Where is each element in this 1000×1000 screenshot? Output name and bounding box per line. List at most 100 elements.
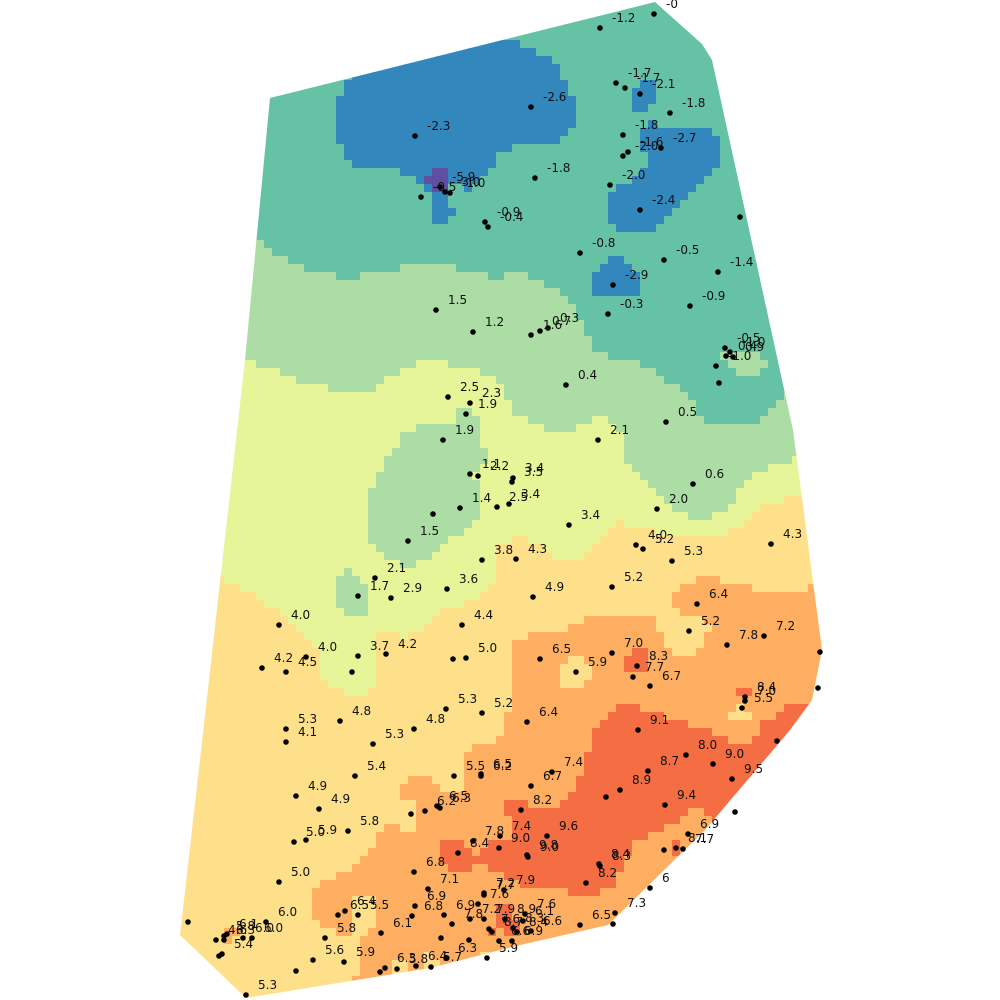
contour-band-cell [336, 112, 577, 121]
data-point [412, 133, 418, 139]
contour-band-cell [512, 536, 529, 545]
contour-band-cell [576, 424, 617, 433]
contour-band-cell [648, 160, 721, 169]
data-point [383, 651, 389, 657]
contour-band-cell [904, 416, 1000, 425]
contour-band-cell [664, 632, 705, 641]
contour-band-cell [180, 784, 401, 793]
contour-band-cell [336, 104, 577, 113]
contour-band-cell [656, 80, 822, 89]
data-point [455, 850, 461, 856]
data-point-label: 6.4 [428, 949, 447, 963]
contour-band-cell [344, 152, 497, 161]
contour-band-cell [664, 216, 822, 225]
contour-band-cell [180, 264, 305, 273]
data-point-label: 0.9 [745, 340, 764, 354]
contour-band-cell [512, 648, 633, 657]
contour-band-cell [648, 832, 721, 841]
contour-band-cell [752, 512, 822, 521]
contour-band-cell [584, 552, 822, 561]
data-point [566, 522, 572, 528]
contour-band-cell [576, 776, 822, 785]
contour-band-cell [920, 232, 1000, 241]
contour-band-cell [336, 128, 569, 137]
data-point [489, 929, 495, 935]
data-point-label: 8.4 [611, 847, 630, 861]
contour-band-cell [552, 56, 822, 65]
contour-band-cell [680, 384, 793, 393]
data-point-label: 6.0 [278, 905, 297, 919]
data-point-label: 6.5 [552, 642, 571, 656]
contour-band-cell [760, 352, 822, 361]
data-point [549, 769, 555, 775]
contour-band-cell [180, 72, 353, 81]
contour-band-cell [704, 808, 822, 817]
contour-band-cell [352, 984, 822, 993]
data-point [544, 833, 550, 839]
contour-band-cell [180, 152, 201, 161]
contour-band-cell [180, 512, 369, 521]
contour-band-cell [648, 648, 673, 657]
contour-band-cell [0, 504, 105, 513]
data-point [633, 542, 639, 548]
contour-band-cell [672, 592, 822, 601]
data-point [481, 892, 487, 898]
contour-band-cell [624, 256, 822, 265]
contour-band-cell [592, 280, 641, 289]
contour-band-cell [592, 544, 822, 553]
data-point [291, 839, 297, 845]
contour-band-cell [180, 280, 545, 289]
data-point [583, 880, 589, 886]
contour-band-cell [624, 656, 649, 665]
contour-band-cell [180, 160, 201, 169]
contour-band-cell [496, 960, 822, 969]
contour-band-cell [984, 88, 1000, 97]
data-point [683, 752, 689, 758]
contour-band-cell [180, 288, 561, 297]
contour-band-cell [180, 312, 577, 321]
contour-band-cell [744, 704, 785, 713]
data-point-label: -1.8 [635, 118, 658, 132]
contour-band-cell [344, 568, 353, 577]
contour-band-cell [180, 304, 577, 313]
contour-band-cell [584, 768, 822, 777]
contour-band-cell [856, 736, 1000, 745]
contour-band-cell [496, 160, 649, 169]
data-point [663, 419, 669, 425]
data-point [355, 912, 361, 918]
contour-band-cell [984, 64, 1000, 73]
contour-band-cell [480, 496, 665, 505]
data-point-label: -1.7 [637, 71, 660, 85]
contour-band-cell [432, 552, 497, 561]
contour-band-cell [376, 640, 513, 649]
contour-band-cell [180, 136, 193, 145]
data-point [478, 773, 484, 779]
contour-band-cell [336, 600, 369, 609]
contour-band-cell [504, 728, 593, 737]
contour-band-cell [496, 544, 545, 553]
contour-band-cell [0, 520, 137, 529]
contour-band-cell [832, 712, 1000, 721]
data-point-label: 8.3 [612, 849, 631, 863]
contour-band-cell [504, 712, 609, 721]
contour-band-cell [584, 680, 822, 689]
data-point-label: 1.1 [482, 457, 501, 471]
data-point [513, 556, 519, 562]
data-point [377, 969, 383, 975]
data-point-label: 7.2 [496, 876, 515, 890]
contour-band-cell [496, 560, 822, 569]
data-point-label: 8.9 [517, 902, 536, 916]
contour-band-cell [968, 128, 1000, 137]
contour-band-cell [180, 504, 369, 513]
contour-band-cell [736, 368, 761, 377]
data-point-label: 9.0 [511, 831, 530, 845]
contour-band-cell [960, 152, 1000, 161]
contour-band-cell [180, 816, 417, 825]
data-point-label: 6.3 [458, 941, 477, 955]
contour-band-cell [752, 712, 777, 721]
contour-band-cell [496, 376, 665, 385]
contour-band-cell [712, 816, 822, 825]
contour-band-cell [424, 624, 569, 633]
contour-band-cell [352, 920, 377, 929]
data-point [612, 910, 618, 916]
